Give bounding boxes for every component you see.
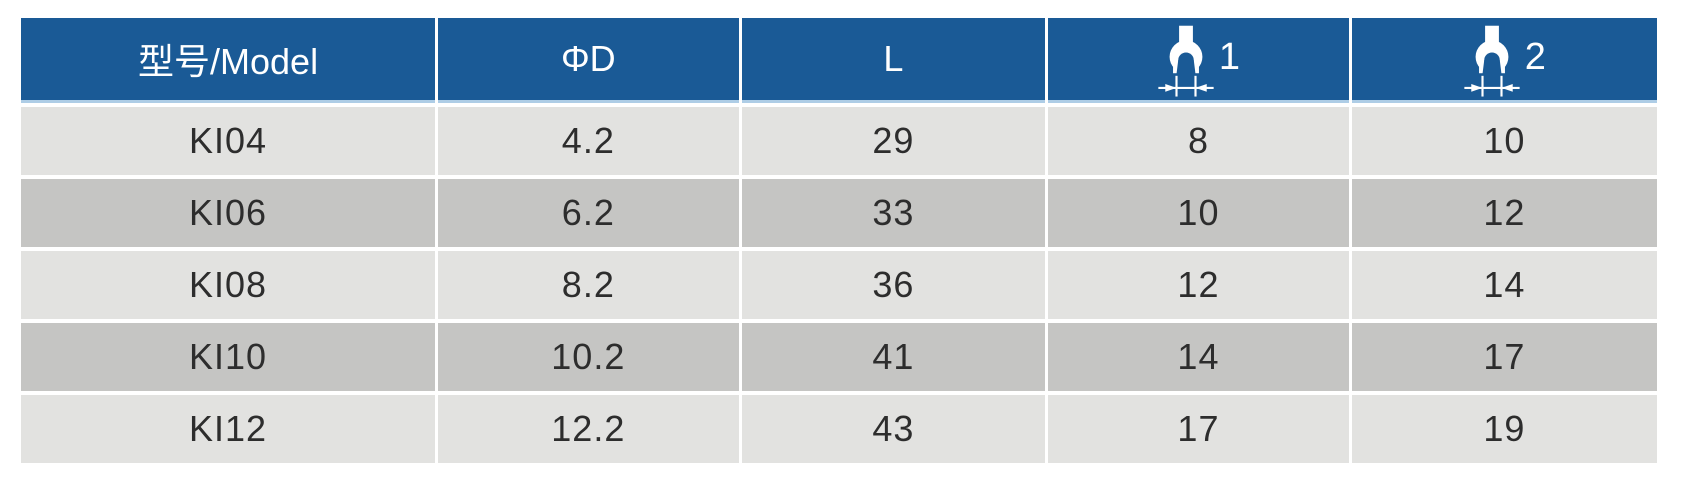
value-cell: 8.2 — [438, 251, 739, 319]
header-wrench-1-label: 1 — [1218, 36, 1241, 78]
model-cell: KI06 — [21, 179, 436, 247]
table-header-row: 型号/Model ΦD L — [21, 18, 1657, 103]
value-cell: 12 — [1048, 251, 1349, 319]
table-row: KI10 10.2 41 14 17 — [21, 323, 1657, 391]
header-wrench-1: 1 — [1048, 18, 1349, 103]
header-model-label: 型号/Model — [138, 41, 319, 82]
model-cell: KI12 — [21, 395, 436, 463]
value-cell: 29 — [741, 107, 1046, 175]
value-cell: 14 — [1048, 323, 1349, 391]
open-end-wrench-icon — [1158, 25, 1214, 97]
model-cell: KI08 — [21, 251, 436, 319]
header-length: L — [741, 18, 1046, 103]
value-cell: 36 — [741, 251, 1046, 319]
model-spec-table: 型号/Model ΦD L — [18, 14, 1660, 467]
model-cell: KI10 — [21, 323, 436, 391]
value-cell: 17 — [1351, 323, 1657, 391]
value-cell: 33 — [741, 179, 1046, 247]
value-cell: 6.2 — [438, 179, 739, 247]
header-length-label: L — [883, 38, 904, 79]
value-cell: 4.2 — [438, 107, 739, 175]
value-cell: 10.2 — [438, 323, 739, 391]
header-model: 型号/Model — [21, 18, 436, 103]
model-cell: KI04 — [21, 107, 436, 175]
value-cell: 12.2 — [438, 395, 739, 463]
header-wrench-2: 2 — [1351, 18, 1657, 103]
table-row: KI06 6.2 33 10 12 — [21, 179, 1657, 247]
table-row: KI04 4.2 29 8 10 — [21, 107, 1657, 175]
value-cell: 10 — [1048, 179, 1349, 247]
header-diameter-label: ΦD — [560, 38, 616, 79]
value-cell: 10 — [1351, 107, 1657, 175]
table-row: KI12 12.2 43 17 19 — [21, 395, 1657, 463]
value-cell: 43 — [741, 395, 1046, 463]
value-cell: 17 — [1048, 395, 1349, 463]
open-end-wrench-icon — [1464, 25, 1520, 97]
value-cell: 12 — [1351, 179, 1657, 247]
table-row: KI08 8.2 36 12 14 — [21, 251, 1657, 319]
table-body: KI04 4.2 29 8 10 KI06 6.2 33 10 12 KI08 8.2 36 12 14 KI… — [21, 107, 1657, 463]
value-cell: 8 — [1048, 107, 1349, 175]
value-cell: 19 — [1351, 395, 1657, 463]
header-diameter: ΦD — [438, 18, 739, 103]
value-cell: 14 — [1351, 251, 1657, 319]
header-wrench-2-label: 2 — [1524, 36, 1546, 78]
value-cell: 41 — [741, 323, 1046, 391]
